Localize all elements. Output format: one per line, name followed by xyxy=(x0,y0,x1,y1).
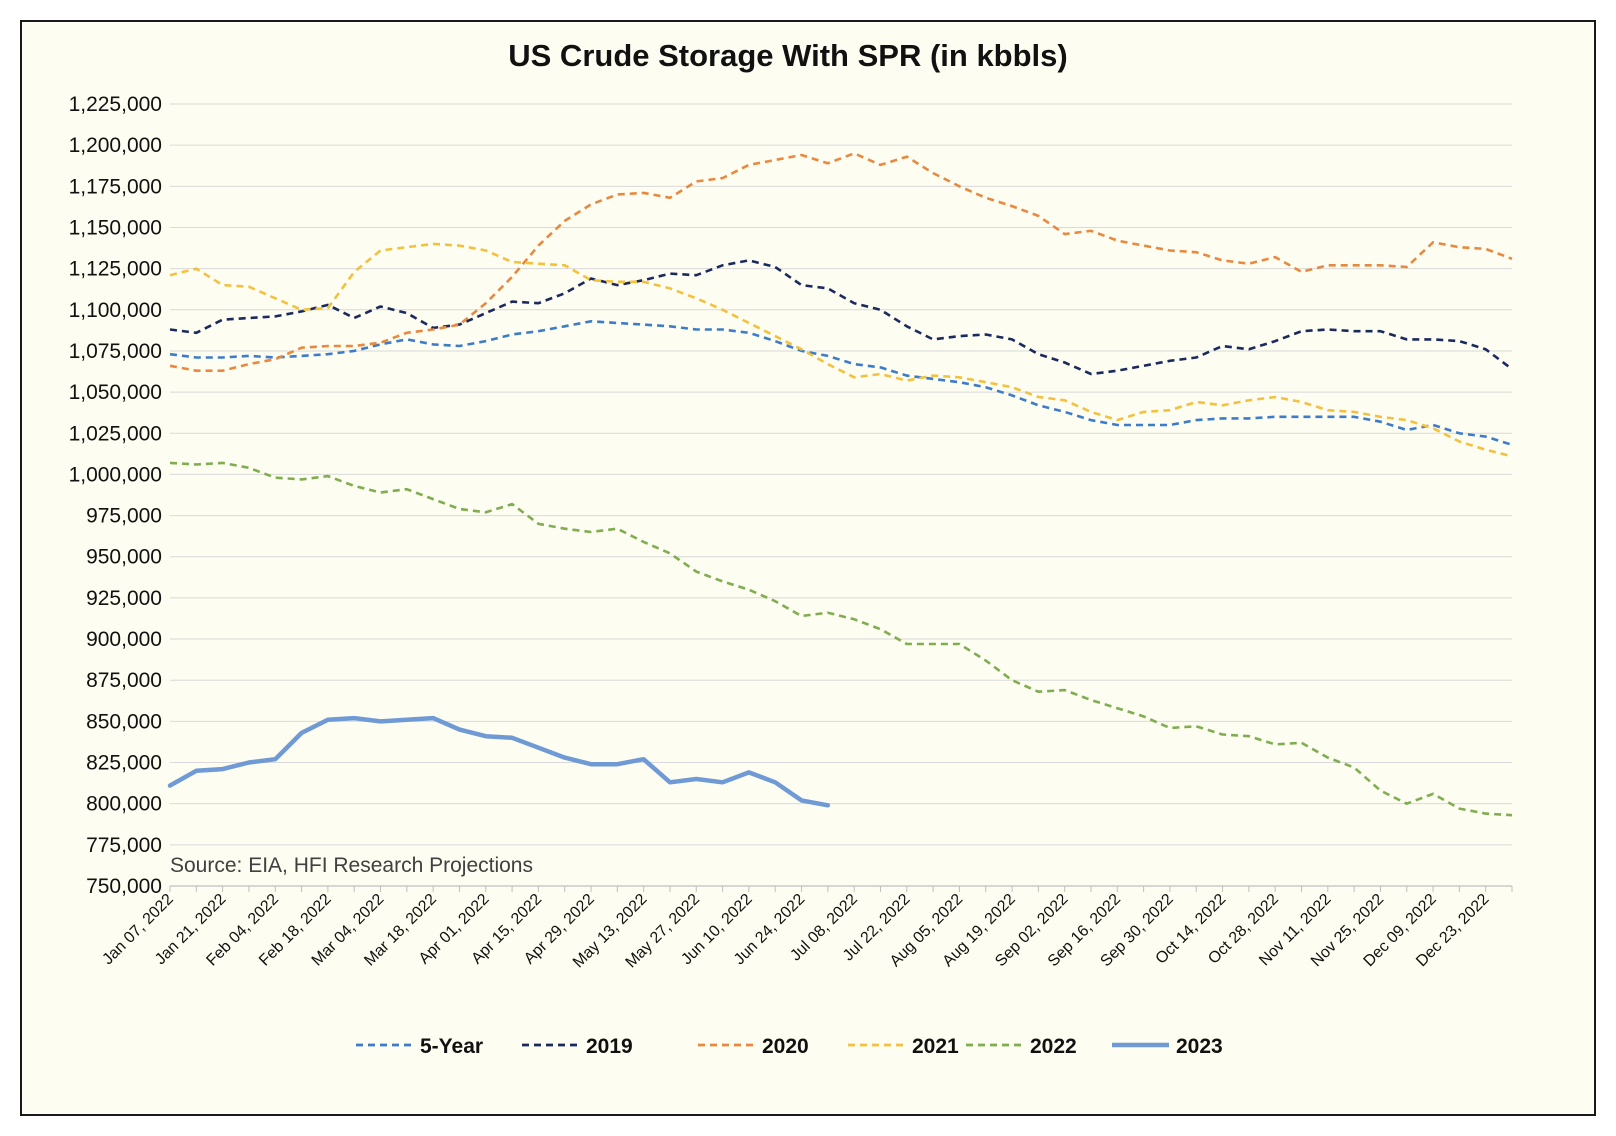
y-tick-label: 750,000 xyxy=(86,875,162,898)
y-tick-label: 1,150,000 xyxy=(69,216,162,239)
legend-label: 2019 xyxy=(586,1035,633,1058)
series-line-2022 xyxy=(169,461,1513,817)
source-annotation: Source: EIA, HFI Research Projections xyxy=(170,854,533,877)
legend-label: 2021 xyxy=(912,1035,959,1058)
legend-label: 2023 xyxy=(1176,1035,1223,1058)
y-tick-label: 1,075,000 xyxy=(69,340,162,363)
line-chart: US Crude Storage With SPR (in kbbls) 1,2… xyxy=(69,38,1513,1058)
y-tick-label: 1,100,000 xyxy=(69,299,162,322)
y-tick-label: 1,000,000 xyxy=(69,463,162,486)
legend-label: 2022 xyxy=(1030,1035,1077,1058)
y-tick-label: 900,000 xyxy=(86,628,162,651)
y-tick-label: 825,000 xyxy=(86,752,162,775)
chart-title: US Crude Storage With SPR (in kbbls) xyxy=(508,38,1067,73)
y-tick-label: 1,125,000 xyxy=(69,258,162,281)
chart-frame: US Crude Storage With SPR (in kbbls) 1,2… xyxy=(20,20,1596,1116)
legend-label: 5-Year xyxy=(420,1035,483,1058)
series-line-2019 xyxy=(169,259,1513,376)
y-tick-label: 850,000 xyxy=(86,710,162,733)
series-lines xyxy=(167,152,1513,817)
y-tick-label: 950,000 xyxy=(86,546,162,569)
legend-label: 2020 xyxy=(762,1035,809,1058)
series-line-5-year xyxy=(169,319,1513,447)
y-tick-label: 925,000 xyxy=(86,587,162,610)
series-line-2023 xyxy=(167,715,831,808)
y-tick-label: 975,000 xyxy=(86,505,162,528)
y-tick-label: 1,025,000 xyxy=(69,422,162,445)
y-tick-label: 1,050,000 xyxy=(69,381,162,404)
y-tick-label: 800,000 xyxy=(86,793,162,816)
legend: 5-Year 2019 2020 2021 2022 2023 xyxy=(356,1035,1223,1058)
gridlines xyxy=(170,103,1512,846)
y-tick-label: 1,225,000 xyxy=(69,93,162,116)
series-line-2021 xyxy=(169,242,1513,458)
y-tick-label: 875,000 xyxy=(86,669,162,692)
y-tick-label: 775,000 xyxy=(86,834,162,857)
y-tick-label: 1,200,000 xyxy=(69,134,162,157)
y-axis: 1,225,000 1,200,000 1,175,000 1,150,000 1,12… xyxy=(69,93,162,898)
y-tick-label: 1,175,000 xyxy=(69,175,162,198)
series-line-2020 xyxy=(169,152,1513,373)
